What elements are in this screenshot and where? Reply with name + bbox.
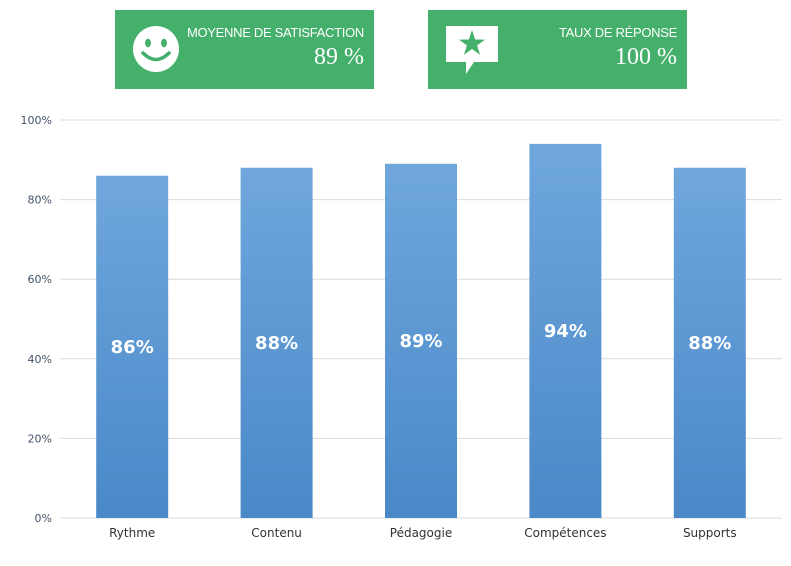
bar [240,167,313,518]
satisfaction-bar-chart: 0% 20% 40% 60% 80% 100% 86% 88% 89% 94% 88% Rythm… [21,114,782,540]
y-tick-label: 20% [28,432,52,445]
y-axis-ticks: 0% 20% 40% 60% 80% 100% [21,114,52,525]
bar-data-label: 89% [399,331,442,352]
smiley-icon [131,24,181,79]
x-tick-label: Compétences [524,526,606,540]
bar-data-label: 88% [688,333,731,354]
x-tick-label: Pédagogie [390,526,452,540]
bars: 86% 88% 89% 94% 88% [96,143,746,518]
y-tick-label: 100% [21,114,52,127]
bar [529,143,602,518]
x-tick-label: Contenu [251,526,302,540]
bar [96,175,169,518]
y-tick-label: 60% [28,273,52,286]
x-tick-label: Supports [683,526,737,540]
y-tick-label: 40% [28,353,52,366]
satisfaction-kpi-card: MOYENNE DE SATISFACTION 89 % [115,10,374,89]
bar-data-label: 94% [544,321,587,342]
satisfaction-value: 89 % [314,44,364,70]
satisfaction-label: MOYENNE DE SATISFACTION [186,25,364,40]
bar [673,167,746,518]
y-tick-label: 80% [28,194,52,207]
bar-data-label: 86% [111,337,154,358]
gridlines [60,119,782,519]
response-rate-kpi-card: TAUX DE RÉPONSE 100 % [428,10,687,89]
response-rate-value: 100 % [615,44,677,70]
bar-data-label: 88% [255,333,298,354]
star-speech-bubble-icon [444,24,500,83]
x-tick-label: Rythme [109,526,155,540]
response-rate-label: TAUX DE RÉPONSE [558,25,677,40]
y-tick-label: 0% [35,512,52,525]
x-axis-ticks: Rythme Contenu Pédagogie Compétences Support… [109,526,737,540]
bar [385,163,457,518]
